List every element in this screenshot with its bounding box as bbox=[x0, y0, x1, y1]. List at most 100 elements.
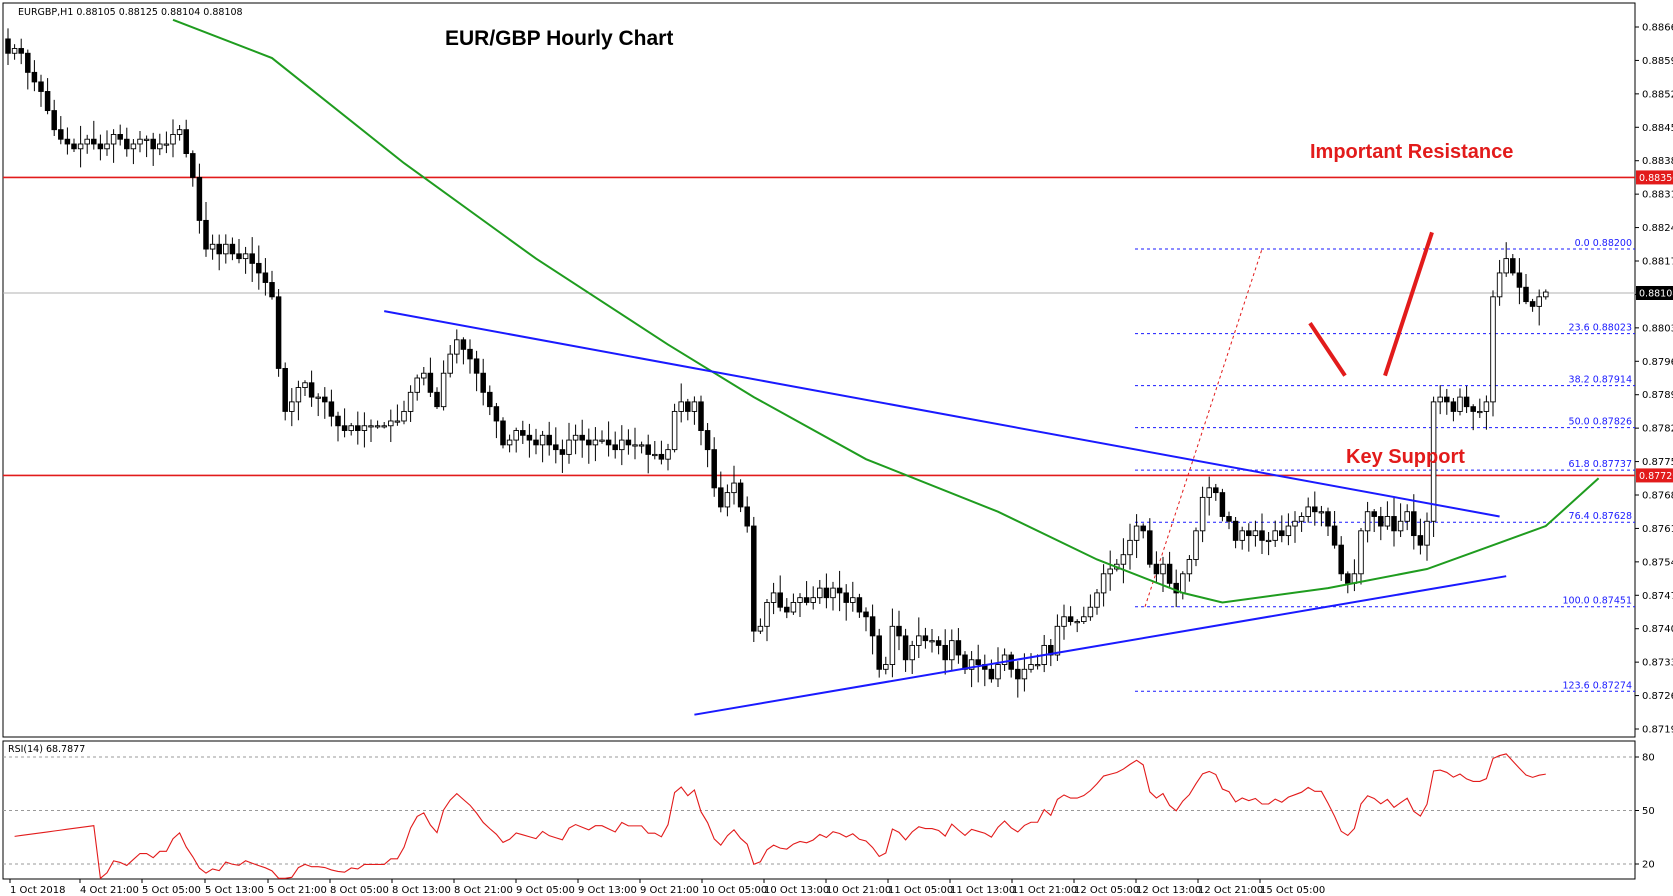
bearish-candle bbox=[744, 506, 750, 527]
bearish-candle bbox=[1325, 511, 1331, 527]
bearish-candle bbox=[843, 592, 849, 603]
x-axis-tick-label: 15 Oct 05:00 bbox=[1260, 885, 1325, 896]
bearish-candle bbox=[975, 659, 981, 665]
bearish-candle bbox=[1470, 406, 1476, 412]
fib-level-label: 61.8 0.87737 bbox=[1569, 459, 1632, 470]
bearish-candle bbox=[869, 616, 876, 637]
bearish-candle bbox=[38, 81, 44, 92]
bullish-candle bbox=[447, 353, 453, 374]
projected-rally-line bbox=[1383, 231, 1434, 377]
bullish-candle bbox=[381, 425, 387, 428]
bearish-candle bbox=[737, 482, 744, 508]
bullish-candle bbox=[1483, 401, 1490, 412]
bullish-candle bbox=[1272, 530, 1278, 541]
bullish-candle bbox=[566, 439, 572, 455]
bullish-candle bbox=[1384, 516, 1391, 527]
bearish-candle bbox=[803, 597, 810, 603]
bearish-candle bbox=[962, 654, 968, 670]
bullish-candle bbox=[619, 439, 625, 451]
bearish-candle bbox=[1523, 286, 1529, 303]
bullish-candle bbox=[1424, 520, 1430, 546]
price-panel-frame bbox=[2, 2, 1636, 738]
bullish-candle bbox=[302, 382, 308, 389]
bearish-candle bbox=[427, 372, 434, 393]
bullish-candle bbox=[731, 482, 737, 494]
bearish-candle bbox=[183, 129, 189, 155]
bullish-candle bbox=[137, 138, 143, 145]
bullish-candle bbox=[1061, 616, 1067, 627]
bullish-candle bbox=[407, 391, 414, 412]
bullish-candle bbox=[11, 48, 18, 54]
bullish-candle bbox=[599, 439, 605, 442]
y-axis-tick-label: 0.87475 bbox=[1642, 591, 1673, 602]
bullish-candle bbox=[110, 133, 117, 145]
bearish-candle bbox=[751, 525, 757, 632]
bearish-candle bbox=[1067, 616, 1074, 623]
rsi-axis-tick-label: 80 bbox=[1642, 753, 1655, 764]
bullish-candle bbox=[1437, 396, 1443, 403]
x-axis-tick-label: 12 Oct 13:00 bbox=[1136, 885, 1201, 896]
bearish-candle bbox=[1312, 506, 1318, 513]
bearish-candle bbox=[328, 401, 335, 417]
bearish-candle bbox=[71, 143, 77, 150]
y-axis-tick-label: 0.87195 bbox=[1642, 725, 1673, 736]
bullish-candle bbox=[995, 664, 1001, 680]
bullish-candle bbox=[295, 387, 302, 403]
price-layer: 0.88665 0.88595 0.88525 0.88455 0.88385 0.883… bbox=[3, 18, 1673, 896]
bullish-candle bbox=[1318, 511, 1325, 514]
fib-level-label: 23.6 0.88023 bbox=[1569, 323, 1632, 334]
bullish-candle bbox=[850, 597, 856, 603]
fib-level-label: 38.2 0.87914 bbox=[1569, 375, 1632, 386]
bearish-candle bbox=[262, 272, 269, 283]
bearish-candle bbox=[91, 138, 97, 145]
bullish-candle bbox=[1100, 573, 1107, 594]
bullish-candle bbox=[421, 372, 427, 379]
bullish-candle bbox=[1496, 272, 1503, 298]
rsi-axis-tick-label: 20 bbox=[1642, 860, 1655, 871]
bearish-candle bbox=[1338, 544, 1344, 575]
bearish-candle bbox=[1444, 396, 1450, 403]
level-price-tag bbox=[1636, 468, 1673, 483]
bearish-candle bbox=[1510, 258, 1516, 274]
bearish-candle bbox=[935, 640, 942, 646]
bearish-candle bbox=[1226, 516, 1232, 522]
bullish-candle bbox=[1265, 539, 1272, 543]
bearish-candle bbox=[493, 406, 500, 422]
y-axis-tick-label: 0.88035 bbox=[1642, 323, 1673, 334]
bearish-candle bbox=[625, 439, 632, 446]
x-axis-tick-label: 12 Oct 05:00 bbox=[1074, 885, 1139, 896]
bullish-candle bbox=[1028, 664, 1034, 670]
bearish-candle bbox=[520, 430, 526, 436]
bullish-candle bbox=[1127, 539, 1133, 556]
bearish-candle bbox=[322, 396, 328, 403]
bullish-candle bbox=[1536, 296, 1542, 307]
bullish-candle bbox=[1034, 664, 1041, 667]
bearish-candle bbox=[1345, 573, 1351, 584]
bullish-candle bbox=[170, 133, 176, 145]
bearish-candle bbox=[236, 253, 242, 260]
bearish-candle bbox=[1391, 516, 1397, 532]
y-axis-tick-label: 0.88595 bbox=[1642, 56, 1673, 67]
bullish-candle bbox=[889, 625, 896, 665]
x-axis-tick-label: 9 Oct 05:00 bbox=[516, 885, 575, 896]
bullish-candle bbox=[652, 453, 658, 457]
bullish-candle bbox=[209, 243, 216, 250]
y-axis-tick-label: 0.87545 bbox=[1642, 557, 1673, 568]
bullish-candle bbox=[1397, 520, 1404, 532]
bearish-candle bbox=[896, 625, 902, 637]
bearish-candle bbox=[1529, 301, 1536, 307]
y-axis-tick-label: 0.88175 bbox=[1642, 257, 1673, 268]
fib-anchor-line bbox=[1144, 248, 1263, 607]
x-axis-tick-label: 12 Oct 21:00 bbox=[1198, 885, 1263, 896]
bullish-candle bbox=[592, 439, 599, 446]
bullish-candle bbox=[242, 253, 249, 260]
bearish-candle bbox=[876, 635, 882, 670]
y-axis-tick-label: 0.87405 bbox=[1642, 624, 1673, 635]
bearish-candle bbox=[190, 153, 196, 178]
bearish-candle bbox=[275, 296, 282, 369]
bullish-candle bbox=[691, 401, 698, 412]
bearish-candle bbox=[718, 487, 724, 508]
bullish-candle bbox=[1107, 568, 1113, 575]
bearish-candle bbox=[282, 367, 288, 412]
bullish-candle bbox=[817, 587, 823, 599]
